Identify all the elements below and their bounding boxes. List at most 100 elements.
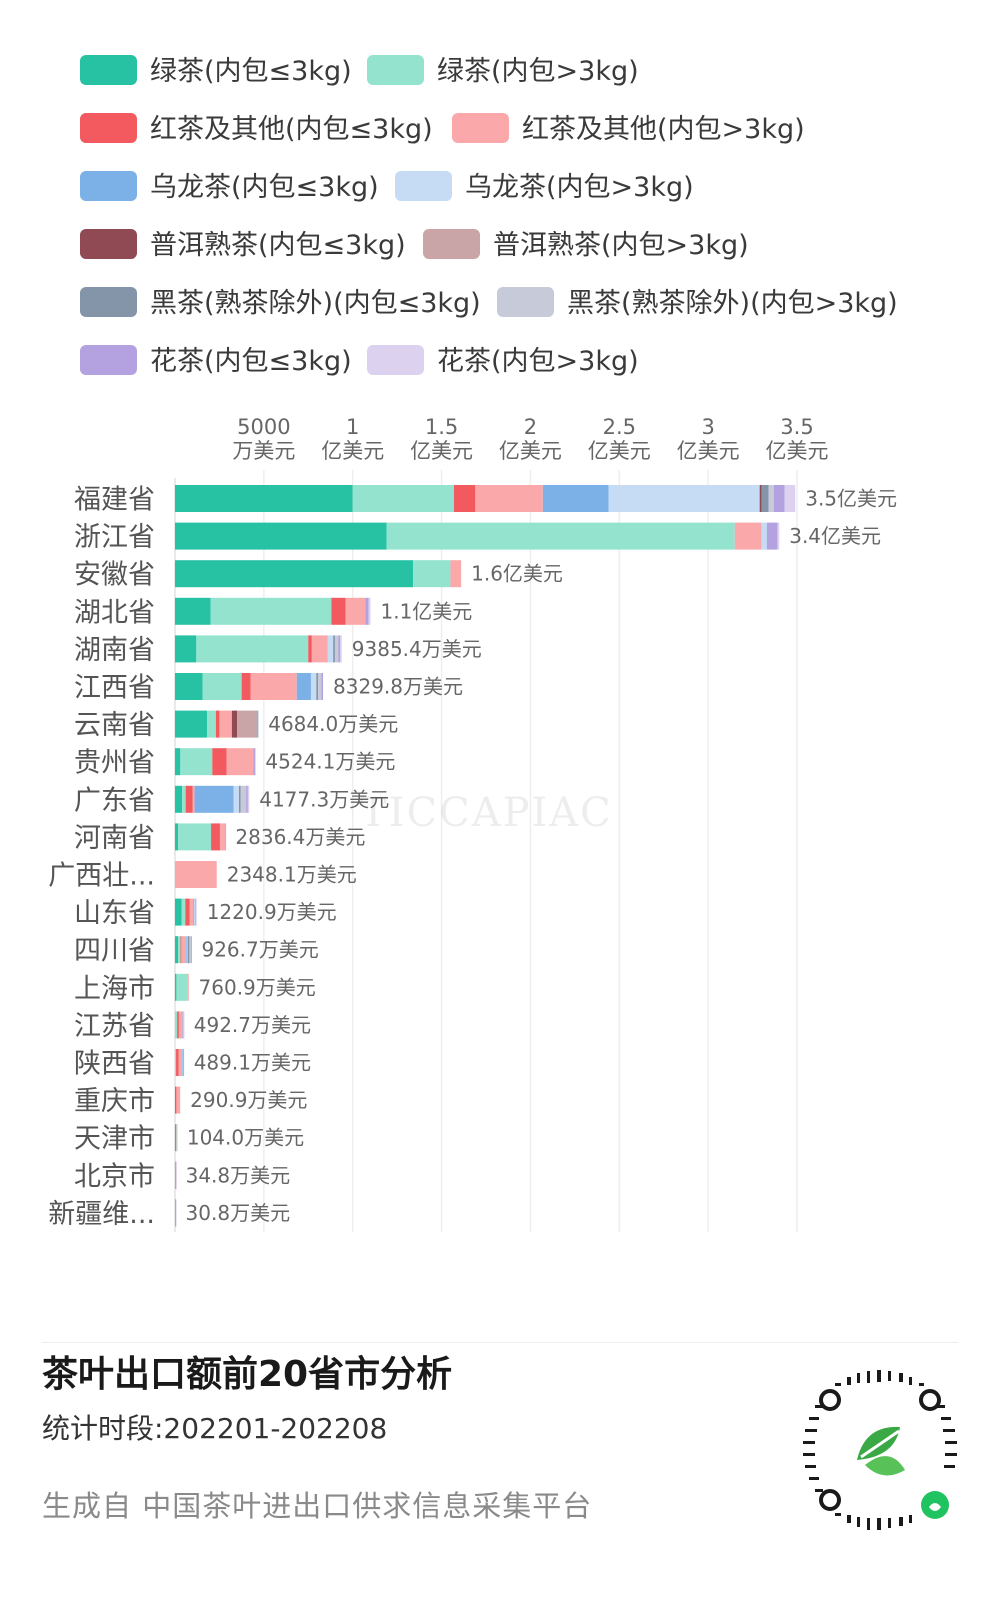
bar-segment (187, 973, 189, 1001)
legend-swatch (497, 287, 554, 317)
bar-segment (212, 748, 227, 776)
period-text: 统计时段:202201-202208 (42, 1412, 388, 1445)
bar-segment (192, 785, 195, 813)
footer-divider (42, 1342, 958, 1343)
bar-segment (766, 522, 778, 550)
legend-label: 乌龙茶(内包>3kg) (465, 172, 694, 203)
bar-segment (225, 823, 227, 851)
tick-unit-label: 亿美元 (499, 439, 562, 463)
bar-segment (334, 635, 339, 663)
bar-segment (761, 485, 769, 512)
category-label: 湖南省 (74, 635, 155, 666)
legend-label: 花茶(内包>3kg) (437, 346, 639, 377)
tick-unit-label: 亿美元 (321, 439, 384, 463)
bar-segment (246, 785, 248, 813)
bar-segment (296, 673, 311, 700)
total-label: 760.9万美元 (199, 975, 316, 999)
bar-segment (333, 635, 335, 663)
bar-segment (250, 673, 297, 700)
category-label: 北京市 (74, 1161, 155, 1192)
legend-swatch (395, 171, 452, 201)
bar-segment (226, 748, 254, 776)
watermark-text: TICCAPIAC (360, 790, 613, 836)
legend-swatch (367, 55, 424, 85)
total-label: 104.0万美元 (187, 1126, 304, 1150)
bar-segment (308, 635, 312, 663)
legend-label: 绿茶(内包>3kg) (437, 56, 639, 87)
bar-segment (175, 597, 211, 625)
bar-segment (202, 673, 242, 700)
bar-segment (196, 635, 309, 663)
bar-segment (318, 673, 322, 700)
bar-segment (182, 785, 186, 813)
bar-segment (338, 635, 341, 663)
tick-label: 2.5 (603, 415, 636, 439)
legend-label: 乌龙茶(内包≤3kg) (150, 172, 379, 203)
bar-segment (178, 936, 181, 964)
bar-segment (175, 785, 183, 813)
category-label: 河南省 (74, 823, 155, 854)
bar-segment (175, 748, 181, 776)
bar-segment (368, 597, 371, 625)
bar-segment (773, 485, 785, 512)
bar-segment (475, 485, 543, 512)
bar-segment (178, 1049, 182, 1076)
legend-swatch (423, 229, 480, 259)
bar-segment (178, 823, 212, 851)
legend-swatch (452, 113, 509, 143)
bar-segment (331, 597, 346, 625)
legend-swatch (80, 287, 137, 317)
bar-segment (542, 485, 609, 512)
bar-segment (175, 635, 197, 663)
bar-segment (340, 635, 342, 663)
bar-segment (175, 973, 177, 1001)
bar-segment (178, 1011, 183, 1039)
bar-segment (180, 936, 182, 964)
legend-swatch (80, 229, 137, 259)
bar-segment (194, 785, 234, 813)
qr-code-icon[interactable] (795, 1365, 965, 1535)
tick-label: 3.5 (780, 415, 813, 439)
bar-segment (240, 785, 247, 813)
total-label: 3.4亿美元 (789, 524, 881, 548)
bar-segment (193, 898, 195, 926)
bar-segment (189, 936, 192, 964)
bar-segment (311, 635, 328, 663)
bar-segment (175, 1049, 177, 1076)
bar-segment (316, 673, 319, 700)
bar-segment (175, 898, 182, 926)
bar-segment (219, 823, 226, 851)
tick-unit-label: 亿美元 (588, 439, 651, 463)
legend-label: 花茶(内包≤3kg) (150, 346, 352, 377)
category-label: 贵州省 (74, 748, 155, 779)
tick-unit-label: 亿美元 (677, 439, 740, 463)
category-label: 上海市 (74, 973, 155, 1004)
bar-segment (257, 710, 259, 738)
tick-label: 1.5 (425, 415, 458, 439)
total-label: 34.8万美元 (186, 1163, 291, 1187)
bar-segment (759, 485, 762, 512)
legend-label: 红茶及其他(内包≤3kg) (150, 114, 433, 145)
bar-segment (176, 973, 188, 1001)
total-label: 4177.3万美元 (259, 787, 389, 811)
legend-swatch (367, 345, 424, 375)
total-label: 30.8万美元 (186, 1201, 291, 1225)
bar-segment (219, 710, 232, 738)
legend-swatch (80, 171, 137, 201)
bar-segment (194, 898, 196, 926)
bar-segment (181, 898, 186, 926)
bar-segment (180, 748, 213, 776)
bar-segment (177, 1011, 179, 1039)
bar-segment (784, 485, 796, 512)
bar-segment (175, 936, 179, 964)
bar-segment (237, 710, 257, 738)
bar-segment (175, 823, 179, 851)
total-label: 492.7万美元 (194, 1013, 311, 1037)
tick-unit-label: 亿美元 (410, 439, 473, 463)
category-label: 山东省 (74, 898, 155, 929)
total-label: 2836.4万美元 (235, 825, 365, 849)
category-label: 广东省 (74, 785, 155, 816)
bar-segment (253, 748, 256, 776)
category-label: 新疆维... (48, 1199, 155, 1230)
chart: 绿茶(内包≤3kg) 绿茶(内包>3kg)红茶及其他(内包≤3kg) 红茶及其他(内… (48, 55, 898, 1232)
